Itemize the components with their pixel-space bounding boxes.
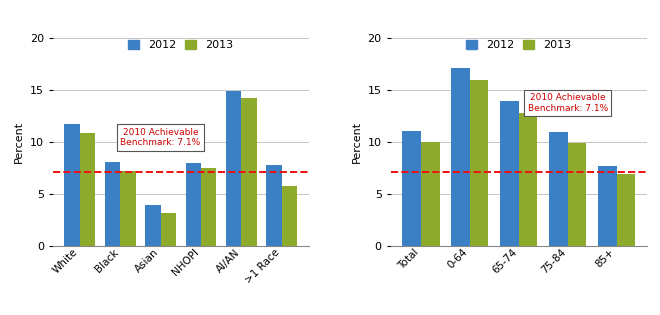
Bar — [185, 163, 201, 246]
Bar — [120, 171, 135, 246]
Bar — [226, 91, 242, 246]
Bar — [403, 131, 421, 246]
Bar — [519, 113, 537, 246]
Bar — [616, 174, 635, 246]
Bar — [470, 80, 488, 246]
Bar — [65, 124, 80, 246]
Bar — [80, 134, 95, 246]
Y-axis label: Percent: Percent — [352, 121, 362, 163]
Bar — [201, 168, 216, 246]
Legend: 2012, 2013: 2012, 2013 — [126, 38, 236, 53]
Text: 2010 Achievable
Benchmark: 7.1%: 2010 Achievable Benchmark: 7.1% — [121, 128, 201, 147]
Bar — [500, 101, 519, 246]
Bar — [267, 165, 282, 246]
Bar — [421, 142, 440, 246]
Bar — [549, 132, 568, 246]
Y-axis label: Percent: Percent — [14, 121, 24, 163]
Bar — [598, 166, 616, 246]
Bar — [451, 68, 470, 246]
Bar — [282, 186, 297, 246]
Bar — [105, 162, 120, 246]
Bar — [145, 205, 160, 246]
Bar — [242, 98, 257, 246]
Legend: 2012, 2013: 2012, 2013 — [464, 38, 574, 53]
Text: 2010 Achievable
Benchmark: 7.1%: 2010 Achievable Benchmark: 7.1% — [527, 93, 608, 113]
Bar — [568, 143, 586, 246]
Bar — [160, 214, 176, 246]
